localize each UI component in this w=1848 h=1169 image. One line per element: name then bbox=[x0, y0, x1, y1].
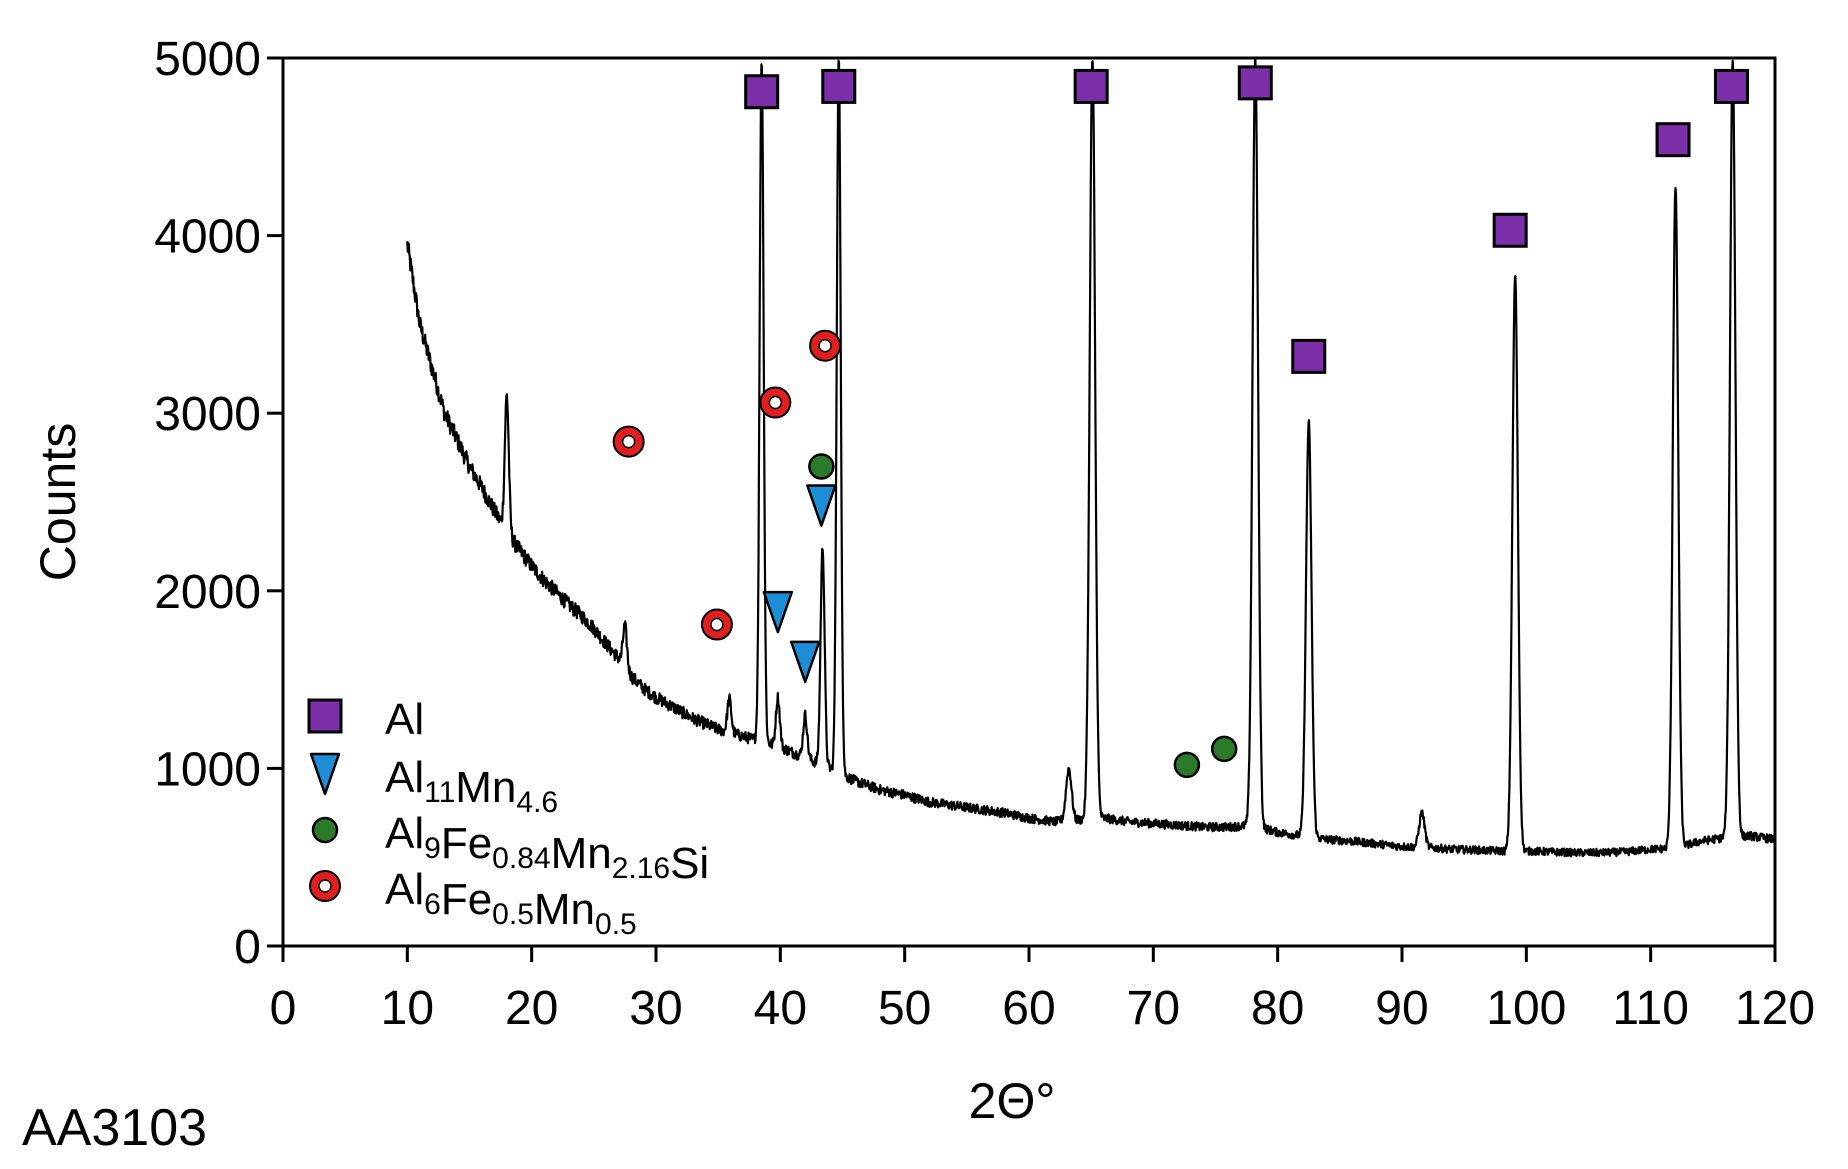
y-axis-title: Counts bbox=[30, 423, 86, 581]
legend-marker-square bbox=[307, 698, 343, 734]
legend-marker-circle bbox=[311, 816, 339, 844]
sample-label: AA3103 bbox=[22, 1099, 207, 1157]
y-tick-label: 5000 bbox=[154, 33, 261, 86]
x-tick-label: 110 bbox=[1612, 982, 1689, 1035]
x-tick-label: 70 bbox=[1127, 982, 1180, 1035]
x-tick-label: 100 bbox=[1486, 982, 1566, 1035]
phase-marker-square bbox=[1291, 338, 1327, 374]
phase-marker-square bbox=[821, 68, 857, 104]
phase-marker-ring bbox=[809, 329, 842, 362]
phase-marker-square bbox=[1073, 68, 1109, 104]
y-tick-label: 0 bbox=[234, 921, 261, 974]
ring-inner bbox=[710, 617, 724, 632]
legend: Al Al11Mn4.6Al9Fe0.84Mn2.16SiAl6Fe0.5Mn0.… bbox=[307, 695, 709, 941]
legend-entry: Al6Fe0.5Mn0.5 bbox=[385, 865, 637, 941]
spectrum-line-0 bbox=[406, 56, 1776, 858]
y-tick-label: 1000 bbox=[154, 743, 261, 796]
y-tick-label: 4000 bbox=[154, 211, 261, 264]
phase-marker-square bbox=[1492, 212, 1528, 248]
plot-frame bbox=[281, 56, 1777, 948]
phase-marker-ring bbox=[612, 425, 645, 458]
phase-marker-ring bbox=[700, 608, 733, 641]
phase-marker-circle bbox=[1173, 751, 1201, 779]
phase-marker-ring bbox=[759, 386, 792, 419]
ring-inner bbox=[768, 395, 783, 410]
phase-marker-circle bbox=[1210, 735, 1238, 763]
phase-marker-square bbox=[744, 74, 780, 110]
legend-marker-triangle-down bbox=[309, 752, 341, 796]
phase-marker-triangle-down bbox=[806, 484, 837, 527]
phase-marker-square bbox=[1713, 68, 1749, 104]
phase-marker-square bbox=[1237, 65, 1273, 101]
legend-marker-ring bbox=[309, 870, 341, 902]
x-tick-label: 80 bbox=[1251, 982, 1304, 1035]
x-tick-label: 90 bbox=[1375, 982, 1428, 1035]
phase-marker-square bbox=[1655, 122, 1691, 158]
ring-inner bbox=[818, 338, 832, 353]
legend-entry: Al9Fe0.84Mn2.16Si bbox=[385, 809, 709, 888]
ring-inner bbox=[621, 434, 636, 449]
x-tick-label: 60 bbox=[1002, 982, 1055, 1035]
y-tick-label: 3000 bbox=[154, 388, 261, 441]
phase-marker-triangle-down bbox=[762, 590, 794, 634]
x-tick-label: 120 bbox=[1735, 982, 1815, 1035]
legend-entry: Al11Mn4.6 bbox=[385, 753, 558, 819]
x-tick-label: 10 bbox=[381, 982, 434, 1035]
x-tick-label: 40 bbox=[754, 982, 807, 1035]
x-tick-label: 0 bbox=[270, 982, 297, 1035]
phase-markers bbox=[612, 65, 1749, 779]
x-tick-label: 30 bbox=[629, 982, 682, 1035]
phase-marker-triangle-down bbox=[789, 640, 821, 684]
legend-entry: Al bbox=[385, 695, 424, 744]
x-tick-label: 20 bbox=[505, 982, 558, 1035]
y-tick-label: 2000 bbox=[154, 566, 261, 619]
x-tick-label: 50 bbox=[878, 982, 931, 1035]
x-axis-title: 2Θ° bbox=[969, 1073, 1056, 1129]
ring-inner bbox=[318, 879, 332, 893]
spectrum-layer bbox=[406, 56, 1776, 858]
phase-marker-circle bbox=[808, 453, 835, 480]
axes-layer: 0 10 20 30 40 50 60 70 80 90 100 110 120 0 1000 2000 300… bbox=[154, 33, 1815, 1035]
